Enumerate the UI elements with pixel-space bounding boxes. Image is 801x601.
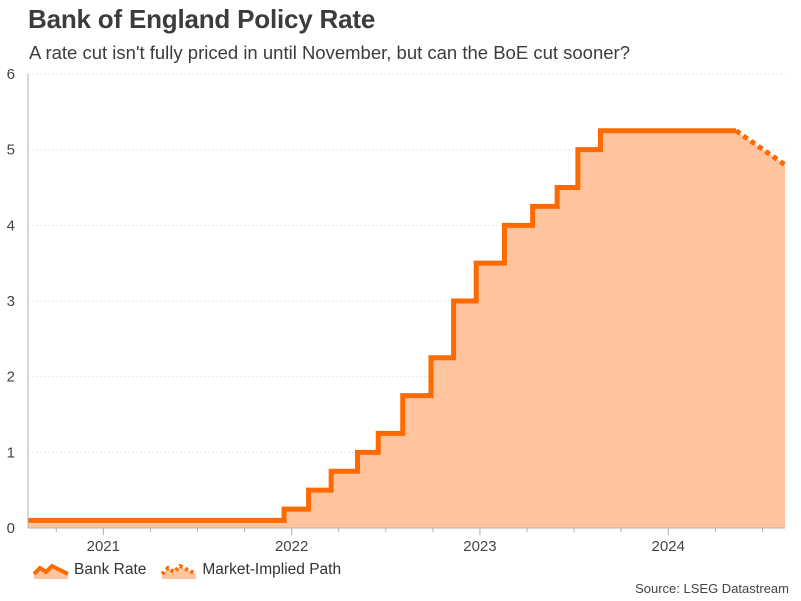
source-note: Source: LSEG Datastream xyxy=(635,581,789,596)
chart-subtitle: A rate cut isn't fully priced in until N… xyxy=(29,42,630,63)
legend-label-bank-rate: Bank Rate xyxy=(74,561,147,578)
legend-item-market-implied-path[interactable]: Market-Implied Path xyxy=(160,560,341,580)
area-fill xyxy=(28,130,785,528)
legend: Bank Rate Market-Implied Path xyxy=(32,560,355,580)
y-tick-label-0: 0 xyxy=(7,520,15,537)
bank-rate-swatch xyxy=(32,563,69,579)
chart-title: Bank of England Policy Rate xyxy=(28,4,376,34)
market-implied-path-swatch xyxy=(160,563,198,579)
legend-item-bank-rate[interactable]: Bank Rate xyxy=(32,560,146,580)
market-implied-path-line xyxy=(734,128,787,167)
y-tick-label-2: 2 xyxy=(7,369,15,386)
bank-rate-line xyxy=(28,128,737,523)
legend-label-market-implied-path: Market-Implied Path xyxy=(202,561,342,578)
y-tick-label-6: 6 xyxy=(7,66,15,83)
x-tick-label-2022: 2022 xyxy=(275,538,308,555)
y-tick-label-3: 3 xyxy=(7,293,15,310)
y-tick-label-4: 4 xyxy=(7,217,15,234)
y-tick-label-1: 1 xyxy=(7,444,15,461)
x-tick-label-2021: 2021 xyxy=(87,538,120,555)
x-tick-label-2023: 2023 xyxy=(463,538,496,555)
y-tick-label-5: 5 xyxy=(7,142,15,159)
x-tick-label-2024: 2024 xyxy=(652,538,685,555)
